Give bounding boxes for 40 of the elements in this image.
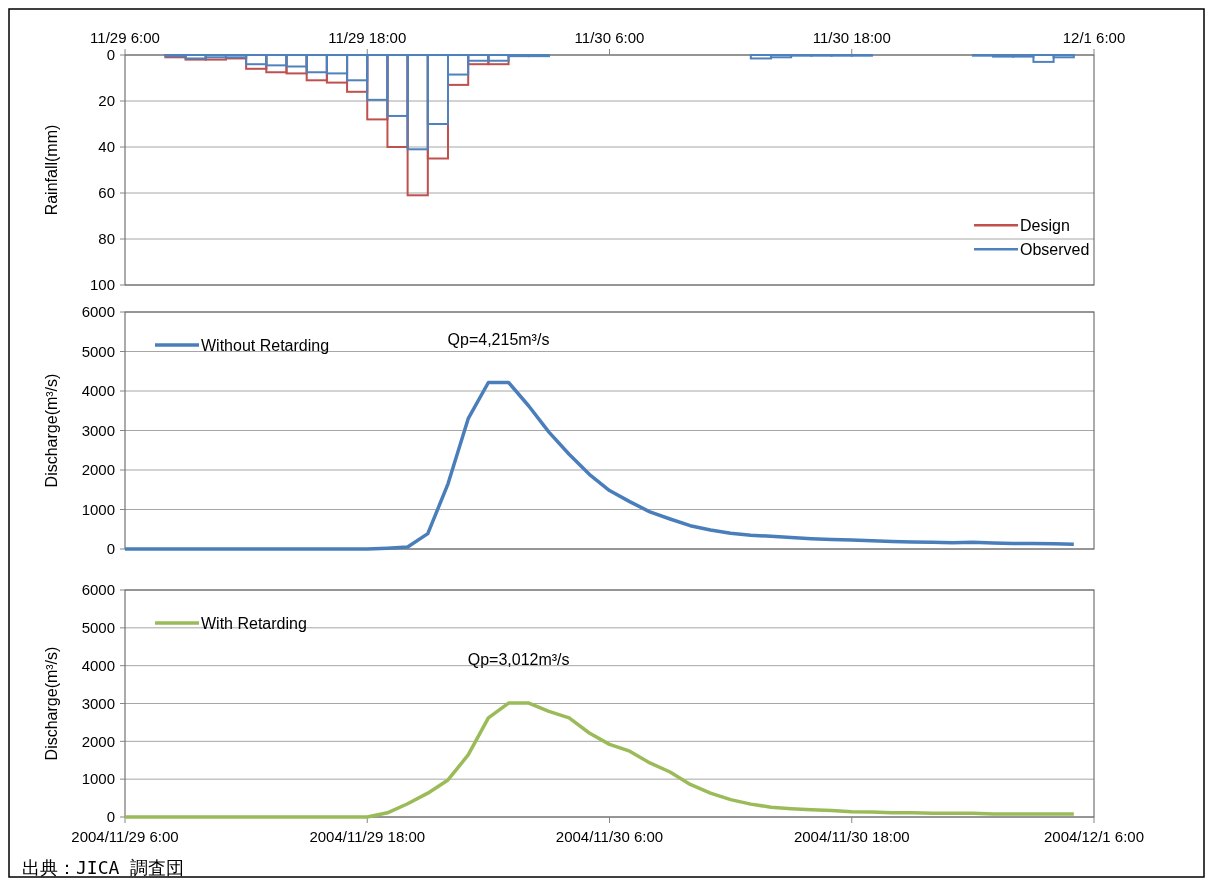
source-note: 出典：JICA 調査団 xyxy=(22,857,185,878)
x-tick-label: 2004/11/29 6:00 xyxy=(71,828,179,845)
y-axis-title: Discharge(m³/s) xyxy=(43,373,60,488)
x-tick-label: 11/29 6:00 xyxy=(90,29,160,46)
x-tick-label: 2004/11/29 18:00 xyxy=(309,828,426,845)
y-tick-label: 20 xyxy=(98,92,115,110)
y-tick-label: 0 xyxy=(106,46,115,64)
legend-label: With Retarding xyxy=(201,614,307,632)
y-tick-label: 2000 xyxy=(81,732,115,750)
x-tick-label: 2004/11/30 18:00 xyxy=(793,828,910,845)
legend-label: Without Retarding xyxy=(201,336,330,354)
x-tick-label: 12/1 6:00 xyxy=(1062,29,1126,46)
y-tick-label: 3000 xyxy=(81,694,115,712)
y-tick-label: 0 xyxy=(106,540,115,558)
x-tick-label: 11/30 18:00 xyxy=(812,29,891,46)
annotation: Qp=3,012m³/s xyxy=(467,651,570,669)
y-tick-label: 40 xyxy=(98,138,115,156)
y-tick-label: 5000 xyxy=(81,619,115,637)
x-tick-label: 11/30 6:00 xyxy=(574,29,645,46)
x-tick-label: 11/29 18:00 xyxy=(328,29,407,46)
y-tick-label: 4000 xyxy=(81,656,115,674)
y-tick-label: 0 xyxy=(106,808,115,826)
y-tick-label: 2000 xyxy=(81,461,115,479)
x-tick-label: 2004/11/30 6:00 xyxy=(555,828,664,845)
y-tick-label: 6000 xyxy=(81,303,115,321)
y-tick-label: 1000 xyxy=(81,770,115,788)
y-tick-label: 80 xyxy=(98,230,115,248)
y-tick-label: 60 xyxy=(98,184,115,202)
y-tick-label: 5000 xyxy=(81,342,115,360)
y-tick-label: 6000 xyxy=(81,581,115,599)
y-tick-label: 1000 xyxy=(81,500,115,518)
y-tick-label: 100 xyxy=(89,276,115,294)
legend-label: Design xyxy=(1020,216,1070,234)
x-tick-label: 2004/12/1 6:00 xyxy=(1043,828,1145,845)
y-tick-label: 4000 xyxy=(81,382,115,400)
annotation: Qp=4,215m³/s xyxy=(447,330,550,348)
y-axis-title: Discharge(m³/s) xyxy=(43,646,60,761)
y-axis-title: Rainfall(mm) xyxy=(43,124,60,216)
legend-label: Observed xyxy=(1020,240,1090,258)
y-tick-label: 3000 xyxy=(81,421,115,439)
